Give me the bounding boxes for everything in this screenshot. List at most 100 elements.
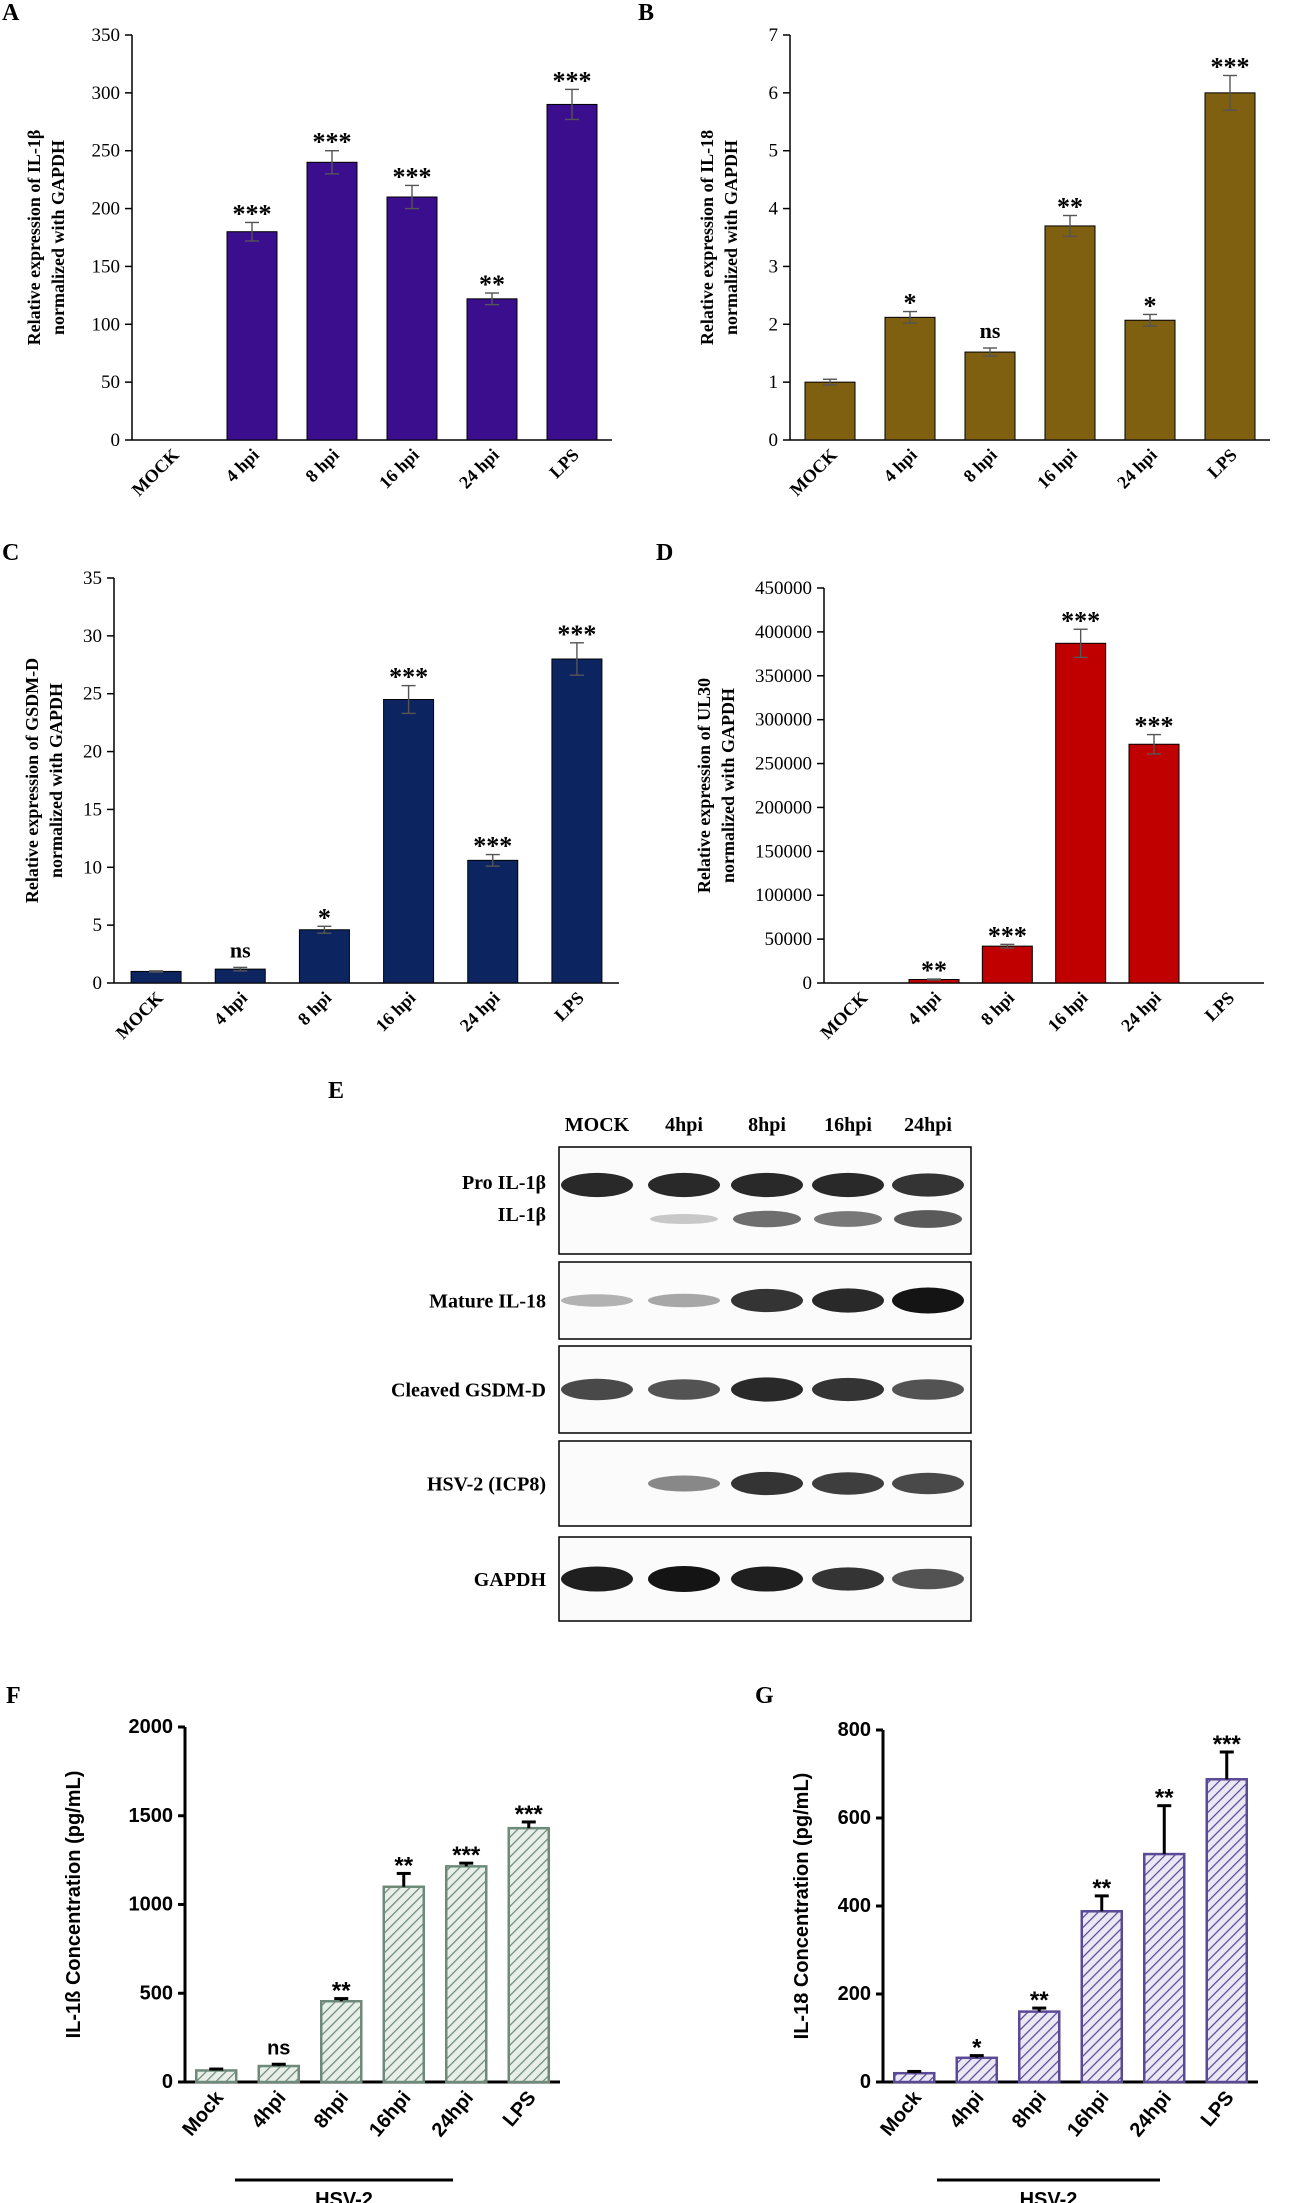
significance-label-b-3: ** (1057, 193, 1083, 222)
y-tick-label-g: 600 (838, 1807, 871, 1829)
bar-c-0 (130, 970, 182, 984)
bar-d-2 (981, 945, 1033, 984)
bar-a-4 (466, 298, 518, 441)
y-tick-label-c: 35 (83, 568, 102, 589)
blot-row-2: Cleaved GSDM-D (391, 1345, 972, 1434)
y-tick-label-c: 5 (93, 915, 103, 936)
category-label-c-3: 16 hpi (372, 988, 420, 1036)
category-label-b-5: LPS (1203, 445, 1240, 482)
category-label-f-1: 4hpi (247, 2087, 290, 2133)
category-label-d-0: MOCK (816, 988, 871, 1043)
blot-band (561, 1172, 633, 1198)
bar-f-1 (257, 2064, 300, 2084)
bar-b-0 (804, 381, 856, 441)
bar-g-3 (1080, 1910, 1123, 2084)
blot-band-secondary (894, 1210, 962, 1228)
blot-band (648, 1172, 720, 1198)
blot-band (812, 1172, 884, 1198)
y-tick-label-g: 200 (838, 1983, 871, 2005)
panel-letter-d: D (656, 540, 673, 566)
significance-label-f-1: ns (267, 2037, 290, 2059)
blot-membrane (558, 1146, 972, 1255)
bar-g-5 (1205, 1778, 1248, 2084)
y-tick-label-c: 30 (83, 626, 102, 647)
chart-panel-c: 0 5 10 15 20 25 30 35 Relative expression of GSD… (22, 568, 619, 1043)
y-tick-label-f: 0 (162, 2071, 173, 2093)
bar-c-2 (298, 929, 350, 984)
bar-c-5 (551, 658, 603, 984)
y-tick-label-g: 0 (860, 2071, 871, 2093)
bar-b-2 (964, 351, 1016, 441)
chart-panel-f: 0 500 1000 1500 2000 IL-1ß Concentration (pg/… (63, 1716, 560, 2203)
blot-row-4: GAPDH (474, 1536, 972, 1622)
category-label-a-0: MOCK (128, 445, 183, 500)
significance-label-c-1: ns (230, 937, 251, 962)
category-label-g-4: 24hpi (1126, 2087, 1176, 2141)
category-label-f-4: 24hpi (428, 2087, 478, 2141)
blot-band (731, 1172, 803, 1198)
significance-label-f-4: *** (452, 1842, 481, 1869)
chart-panel-d: 0 50000 100000 150000 200000 250000 300000 3500… (694, 578, 1264, 1043)
category-label-f-5: LPS (499, 2087, 541, 2131)
category-label-a-5: LPS (545, 445, 582, 482)
y-axis-label-b: normalized with GAPDH (721, 140, 741, 335)
significance-label-d-2: *** (988, 921, 1027, 950)
category-label-c-1: 4 hpi (210, 988, 251, 1029)
panel-letter-a: A (2, 0, 20, 26)
y-tick-label-b: 7 (769, 25, 779, 46)
y-tick-label-c: 20 (83, 742, 102, 763)
category-label-b-1: 4 hpi (879, 445, 920, 486)
blot-band (812, 1472, 884, 1495)
category-label-d-5: LPS (1201, 988, 1238, 1025)
y-tick-label-a: 250 (92, 141, 121, 162)
significance-label-d-3: *** (1061, 606, 1100, 635)
y-tick-label-d: 50000 (765, 929, 813, 950)
y-tick-label-b: 1 (769, 372, 779, 393)
category-label-b-4: 24 hpi (1113, 445, 1161, 493)
chart-panel-a: 0 50 100 150 200 250 300 350 Relative expression… (24, 25, 612, 500)
y-tick-label-f: 1500 (129, 1805, 174, 1827)
category-label-b-3: 16 hpi (1033, 445, 1081, 493)
blot-row-label: Pro IL-1β (462, 1172, 546, 1194)
category-label-g-2: 8hpi (1008, 2087, 1051, 2133)
significance-label-c-3: *** (389, 663, 428, 692)
blot-band (892, 1472, 964, 1495)
y-tick-label-d: 250000 (755, 754, 812, 775)
category-label-g-0: Mock (876, 2086, 926, 2140)
significance-label-g-3: ** (1092, 1875, 1111, 1902)
bar-c-3 (383, 699, 435, 984)
chart-panel-b: 0 1 2 3 4 5 6 7 Relative expression of IL-18 norm… (697, 25, 1270, 500)
y-axis-label-b: Relative expression of IL-18 (697, 130, 717, 345)
category-label-d-2: 8 hpi (977, 988, 1018, 1029)
y-tick-label-c: 10 (83, 857, 102, 878)
y-tick-label-b: 6 (769, 83, 779, 104)
y-tick-label-b: 2 (769, 314, 779, 335)
y-tick-label-f: 500 (140, 1982, 173, 2004)
significance-label-b-5: *** (1211, 53, 1250, 82)
bar-g-2 (1018, 2010, 1061, 2084)
blot-row-3: HSV-2 (ICP8) (427, 1440, 972, 1527)
group-label-f: HSV-2 (315, 2189, 373, 2203)
y-axis-label-a: Relative expression of IL-1β (24, 130, 44, 346)
bar-f-4 (445, 1865, 488, 2084)
blot-band (731, 1377, 803, 1402)
significance-label-a-3: *** (393, 162, 432, 191)
bar-a-3 (386, 196, 438, 441)
category-label-g-3: 16hpi (1063, 2087, 1113, 2141)
blot-row-1: Mature IL-18 (429, 1261, 972, 1340)
y-tick-label-a: 300 (92, 83, 121, 104)
blot-band (731, 1288, 803, 1313)
bar-f-5 (507, 1826, 550, 2084)
blot-band (812, 1377, 884, 1402)
category-label-g-1: 4hpi (945, 2087, 988, 2133)
bar-b-3 (1044, 225, 1096, 441)
y-tick-label-d: 100000 (755, 885, 812, 906)
category-label-c-4: 24 hpi (456, 988, 504, 1036)
y-tick-label-a: 350 (92, 25, 121, 46)
blot-band (648, 1379, 720, 1400)
y-tick-label-c: 25 (83, 684, 102, 705)
blot-band (892, 1379, 964, 1400)
significance-label-g-2: ** (1030, 1987, 1049, 2014)
y-tick-label-a: 100 (92, 314, 121, 335)
